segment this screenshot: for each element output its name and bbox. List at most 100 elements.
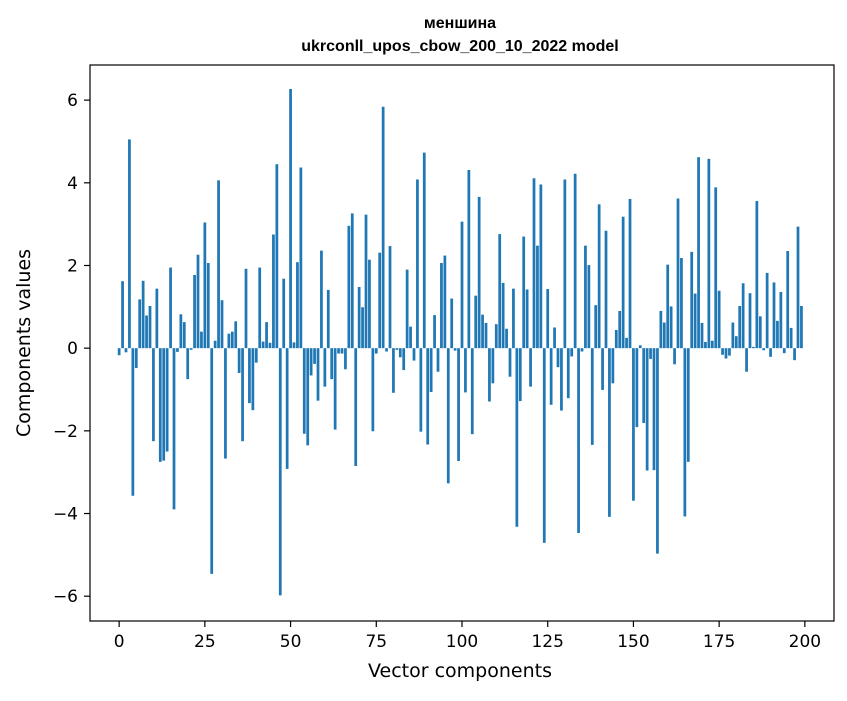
y-tick-label: −4 [53, 505, 78, 525]
bar [460, 221, 464, 349]
bar [628, 198, 632, 349]
bar [594, 305, 598, 349]
x-tick-label: 75 [365, 632, 387, 652]
bar [570, 348, 574, 357]
bar [584, 245, 587, 349]
bar [220, 300, 224, 349]
bar [453, 348, 457, 351]
bar [625, 337, 628, 349]
bar [213, 340, 217, 349]
bar [224, 348, 227, 459]
bar [285, 348, 289, 469]
bar [196, 254, 200, 349]
bar [244, 268, 248, 349]
bar [176, 348, 179, 352]
bar [673, 348, 676, 365]
bar [333, 348, 337, 430]
x-tick-label: 125 [531, 632, 563, 652]
bar [508, 348, 512, 377]
bar [258, 267, 262, 349]
bar [306, 348, 310, 446]
bar [429, 348, 433, 392]
bar [635, 348, 639, 428]
x-tick-label: 50 [280, 632, 302, 652]
bar [474, 295, 478, 349]
bar [402, 348, 406, 371]
bar [532, 178, 536, 349]
bar [436, 348, 440, 372]
bar [752, 346, 755, 349]
bar [182, 322, 186, 349]
bar [590, 348, 594, 445]
bar [217, 180, 220, 349]
bar [652, 348, 656, 471]
bar [155, 288, 159, 349]
bar [426, 348, 430, 445]
bar [611, 348, 615, 384]
bar [248, 348, 251, 404]
bar [741, 283, 745, 349]
bar [498, 234, 502, 349]
bar [614, 329, 618, 349]
bar [762, 348, 766, 351]
y-tick-label: 2 [67, 256, 78, 276]
bar [522, 236, 526, 349]
bar [378, 252, 382, 349]
bar [549, 348, 553, 405]
bar [786, 251, 790, 349]
bar [412, 348, 416, 361]
bar [193, 275, 196, 349]
bar [693, 293, 697, 349]
bar [398, 348, 402, 358]
bar [433, 315, 436, 349]
chart-subtitle: ukrconll_upos_cbow_200_10_2022 model [301, 38, 618, 55]
bar [409, 326, 412, 349]
bar [152, 348, 155, 442]
bar [121, 281, 124, 349]
bar [241, 348, 244, 442]
bar [683, 348, 687, 517]
bar [138, 299, 142, 349]
bar [717, 290, 721, 349]
bar [645, 348, 649, 471]
bar [680, 258, 683, 349]
bar [357, 286, 361, 349]
y-tick-label: −6 [53, 587, 78, 607]
bar [189, 348, 193, 350]
bar [529, 348, 532, 387]
bar [782, 348, 786, 354]
bar [467, 170, 471, 349]
bar [320, 250, 323, 349]
bar [292, 342, 296, 349]
bar [230, 331, 234, 349]
bar [772, 282, 776, 349]
bar [542, 348, 546, 543]
bar [721, 348, 724, 355]
bar [203, 222, 207, 349]
bar [134, 348, 138, 369]
x-tick-label: 100 [446, 632, 478, 652]
bar [117, 348, 121, 356]
bar [268, 342, 272, 349]
bar [326, 289, 330, 349]
bar [560, 348, 563, 411]
bar [148, 306, 152, 349]
bar [368, 259, 371, 349]
bar [419, 348, 423, 432]
bar [440, 263, 443, 349]
bar [337, 348, 340, 354]
bar [316, 348, 320, 401]
bar [789, 327, 793, 349]
x-axis-ticks: 0 25 50 75 100 125 150 175 200 [114, 621, 821, 652]
bar [340, 348, 344, 354]
bar [769, 348, 772, 357]
bar [494, 324, 498, 349]
bar [179, 314, 183, 349]
bar [515, 348, 519, 527]
bar [477, 196, 481, 349]
bar [344, 348, 347, 370]
bar [512, 288, 515, 349]
bar [395, 348, 399, 350]
bar [649, 348, 652, 359]
